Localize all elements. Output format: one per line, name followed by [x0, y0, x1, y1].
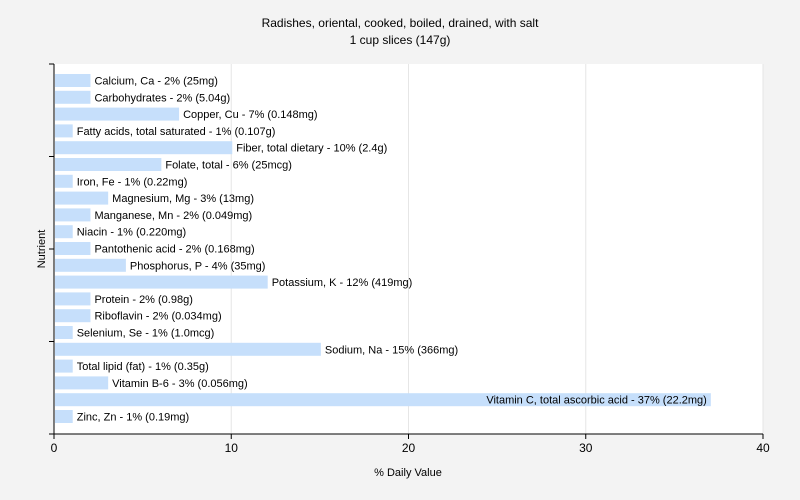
x-tick-label: 10 [225, 441, 239, 455]
x-tick-label: 30 [579, 441, 593, 455]
bar [55, 158, 162, 171]
bar [55, 275, 268, 289]
bar [55, 242, 91, 255]
x-tick-label: 40 [756, 441, 770, 455]
bar [55, 359, 73, 373]
grid-lines [230, 64, 764, 434]
bar-label: Pantothenic acid - 2% (0.168mg) [94, 244, 254, 256]
bar-label: Copper, Cu - 7% (0.148mg) [183, 109, 318, 121]
bar-label: Potassium, K - 12% (419mg) [272, 277, 413, 289]
bar [55, 191, 109, 205]
bar-label: Manganese, Mn - 2% (0.049mg) [94, 210, 252, 222]
bars-group: Calcium, Ca - 2% (25mg) Carbohydrates - 2… [55, 74, 711, 424]
bar-label: Carbohydrates - 2% (5.04g) [94, 92, 230, 104]
bar-label: Folate, total - 6% (25mcg) [165, 160, 292, 172]
bar [55, 342, 321, 356]
bar [55, 376, 109, 390]
bar [55, 326, 73, 339]
bar [55, 124, 73, 138]
bar [55, 74, 91, 87]
bar-label: Vitamin B-6 - 3% (0.056mg) [112, 378, 248, 390]
bar [55, 174, 73, 188]
bar [55, 410, 73, 423]
y-ticks-group [49, 63, 54, 435]
bar [55, 393, 711, 407]
x-tick-label: 20 [402, 441, 416, 455]
x-tick-label: 0 [51, 441, 58, 455]
bar [55, 258, 126, 272]
bar-label: Iron, Fe - 1% (0.22mg) [77, 176, 188, 188]
chart-subtitle: 1 cup slices (147g) [350, 33, 451, 47]
bar-label: Fiber, total dietary - 10% (2.4g) [236, 143, 387, 155]
bar-label: Selenium, Se - 1% (1.0mcg) [77, 328, 215, 340]
chart-title: Radishes, oriental, cooked, boiled, drai… [262, 16, 539, 30]
bar-label: Fatty acids, total saturated - 1% (0.107… [77, 126, 276, 138]
bar [55, 208, 91, 222]
bar-label: Protein - 2% (0.98g) [94, 294, 192, 306]
bar [55, 107, 180, 121]
y-axis-label: Nutrient [36, 230, 48, 269]
x-axis-label: % Daily Value [374, 467, 442, 479]
bar-label: Phosphorus, P - 4% (35mg) [130, 260, 266, 272]
bar-label: Calcium, Ca - 2% (25mg) [94, 76, 217, 88]
bar [55, 141, 233, 155]
bar-label: Magnesium, Mg - 3% (13mg) [112, 193, 254, 205]
bar [55, 309, 91, 323]
x-ticks-group: 0 10 20 30 40 [51, 434, 770, 455]
bar-label: Zinc, Zn - 1% (0.19mg) [77, 412, 189, 424]
bar [55, 292, 91, 306]
bar [55, 225, 73, 239]
bar-label: Niacin - 1% (0.220mg) [77, 227, 186, 239]
bar-label: Riboflavin - 2% (0.034mg) [94, 311, 221, 323]
bar-label: Vitamin C, total ascorbic acid - 37% (22… [486, 395, 707, 407]
bar-label: Sodium, Na - 15% (366mg) [325, 344, 458, 356]
bar-label: Total lipid (fat) - 1% (0.35g) [77, 361, 209, 373]
bar [55, 90, 91, 104]
